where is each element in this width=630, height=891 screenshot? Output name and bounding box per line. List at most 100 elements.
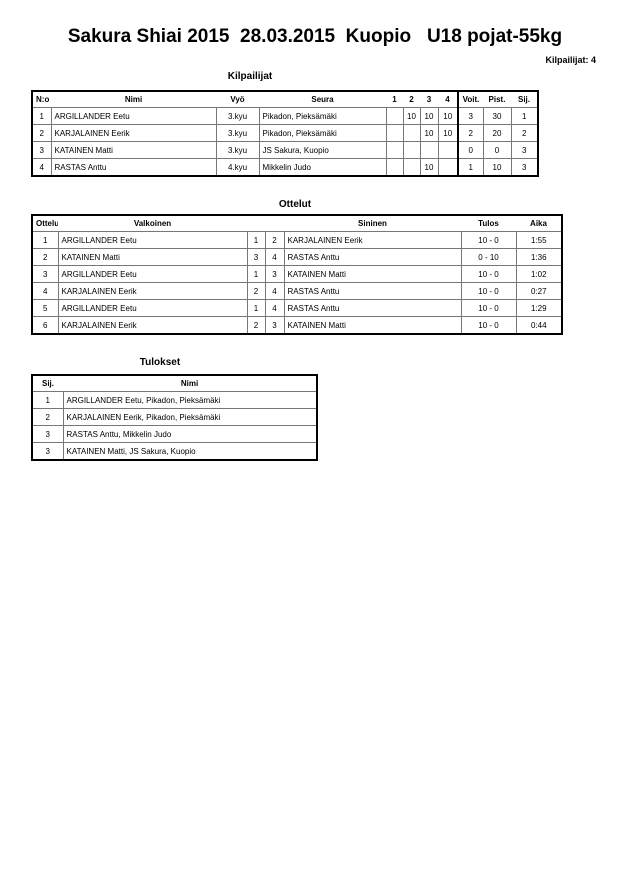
table-cell: 4 bbox=[31, 282, 59, 300]
table-cell bbox=[385, 141, 404, 159]
table-cell: ARGILLANDER Eetu bbox=[50, 107, 217, 125]
table-cell: 5 bbox=[31, 299, 59, 317]
table-row: 4 KARJALAINEN Eerik 2 4 RASTAS Anttu 10 - 0 0:… bbox=[31, 282, 563, 300]
table-cell: 3.kyu bbox=[215, 107, 260, 125]
table-cell: 3.kyu bbox=[215, 124, 260, 142]
table-cell: 0 bbox=[482, 141, 512, 159]
table-cell bbox=[385, 158, 404, 177]
table-cell: KARJALAINEN Eerik bbox=[57, 282, 248, 300]
table-cell: 10 bbox=[482, 158, 512, 177]
table-cell: 0 - 10 bbox=[460, 248, 517, 266]
table-cell: ARGILLANDER Eetu, Pikadon, Pieksämäki bbox=[62, 391, 318, 409]
table-row: 3 KATAINEN Matti, JS Sakura, Kuopio bbox=[31, 442, 318, 461]
matches-table: Ottelu Valkoinen Sininen Tulos Aika 1 ARGILLAN… bbox=[31, 214, 563, 335]
column-header: 2 bbox=[409, 95, 414, 104]
table-cell bbox=[385, 124, 404, 142]
column-header: Valkoinen bbox=[133, 219, 172, 228]
table-cell: 0:27 bbox=[515, 282, 563, 300]
table-cell: 1 bbox=[31, 391, 64, 409]
table-cell: 3 bbox=[31, 442, 64, 461]
table-cell: 3 bbox=[31, 425, 64, 443]
column-header: Nimi bbox=[124, 95, 143, 104]
table-cell bbox=[385, 107, 404, 125]
table-cell: 1:29 bbox=[515, 299, 563, 317]
competitors-title: Kilpailijat bbox=[227, 71, 273, 82]
table-row: 6 KARJALAINEN Eerik 2 3 KATAINEN Matti 10 - 0… bbox=[31, 316, 563, 335]
table-cell: 2 bbox=[510, 124, 539, 142]
column-header: Sij. bbox=[517, 95, 530, 104]
table-cell: KARJALAINEN Eerik bbox=[50, 124, 217, 142]
table-cell bbox=[402, 124, 421, 142]
table-cell: 10 - 0 bbox=[460, 265, 517, 283]
table-cell: 2 bbox=[31, 124, 52, 142]
table-cell: 10 bbox=[437, 124, 459, 142]
table-row: 2 KATAINEN Matti 3 4 RASTAS Anttu 0 - 10 1:36 bbox=[31, 248, 563, 266]
column-header: Ottelu bbox=[36, 219, 58, 228]
table-cell: RASTAS Anttu bbox=[283, 299, 462, 317]
table-cell: RASTAS Anttu, Mikkelin Judo bbox=[62, 425, 318, 443]
table-cell: Pikadon, Pieksämäki bbox=[258, 107, 387, 125]
table-cell: 1 bbox=[31, 231, 59, 249]
table-cell: 1 bbox=[31, 107, 52, 125]
table-cell bbox=[402, 158, 421, 177]
table-row: 1 ARGILLANDER Eetu, Pikadon, Pieksämäki bbox=[31, 391, 318, 409]
table-cell: ARGILLANDER Eetu bbox=[57, 265, 248, 283]
table-cell: 2 bbox=[246, 316, 266, 335]
results-title: Tulokset bbox=[139, 357, 181, 368]
table-cell: KATAINEN Matti bbox=[283, 316, 462, 335]
column-header bbox=[265, 215, 284, 232]
matches-title: Ottelut bbox=[278, 199, 312, 210]
table-cell: 4 bbox=[31, 158, 52, 177]
table-cell: 10 bbox=[419, 124, 439, 142]
table-cell bbox=[419, 141, 439, 159]
table-cell: 4 bbox=[264, 248, 285, 266]
table-cell: 10 - 0 bbox=[460, 316, 517, 335]
table-cell bbox=[437, 141, 459, 159]
table-cell: 30 bbox=[482, 107, 512, 125]
table-cell: 3 bbox=[264, 265, 285, 283]
table-cell: 3.kyu bbox=[215, 141, 260, 159]
table-cell: Pikadon, Pieksämäki bbox=[258, 124, 387, 142]
table-cell: 10 bbox=[419, 107, 439, 125]
column-header: Voit. bbox=[457, 91, 483, 108]
competitor-count: Kilpailijat: 4 bbox=[545, 55, 596, 65]
table-cell: 10 bbox=[437, 107, 459, 125]
table-row: 1 ARGILLANDER Eetu 3.kyu Pikadon, Pieksämäk… bbox=[31, 107, 539, 125]
competitors-table: N:o Nimi Vyö Seura 1 2 3 4 Voit. Pist. Sij. 1 ARGILL… bbox=[31, 90, 539, 177]
column-header: Tulos bbox=[478, 219, 499, 228]
table-cell: 1 bbox=[246, 265, 266, 283]
table-cell: 1:36 bbox=[515, 248, 563, 266]
table-cell bbox=[402, 141, 421, 159]
column-header: 3 bbox=[426, 95, 432, 104]
table-cell: 2 bbox=[31, 408, 64, 426]
table-cell: RASTAS Anttu bbox=[283, 282, 462, 300]
table-cell: 3 bbox=[264, 316, 285, 335]
column-header: Vyö bbox=[230, 95, 245, 104]
table-cell: KARJALAINEN Eerik, Pikadon, Pieksämäki bbox=[62, 408, 318, 426]
table-row: 2 KARJALAINEN Eerik 3.kyu Pikadon, Pieksämä… bbox=[31, 124, 539, 142]
table-cell: 0:44 bbox=[515, 316, 563, 335]
table-cell: Mikkelin Judo bbox=[258, 158, 387, 177]
table-cell: 4 bbox=[264, 299, 285, 317]
table-cell: 10 bbox=[402, 107, 421, 125]
table-cell: 3 bbox=[510, 158, 539, 177]
page-title: Sakura Shiai 2015 28.03.2015 Kuopio U18 … bbox=[67, 26, 563, 47]
table-cell: 2 bbox=[264, 231, 285, 249]
table-cell: 2 bbox=[31, 248, 59, 266]
table-cell: 3 bbox=[510, 141, 539, 159]
column-header: Pist. bbox=[488, 95, 506, 104]
table-cell: ARGILLANDER Eetu bbox=[57, 299, 248, 317]
table-cell: 3 bbox=[31, 265, 59, 283]
table-cell: KARJALAINEN Eerik bbox=[57, 316, 248, 335]
column-header: Aika bbox=[530, 219, 547, 228]
table-cell: KATAINEN Matti, JS Sakura, Kuopio bbox=[62, 442, 318, 461]
table-cell: 1 bbox=[510, 107, 539, 125]
column-header bbox=[247, 215, 265, 232]
table-cell: KARJALAINEN Eerik bbox=[283, 231, 462, 249]
table-cell: KATAINEN Matti bbox=[50, 141, 217, 159]
table-cell: 20 bbox=[482, 124, 512, 142]
table-cell: 1:55 bbox=[515, 231, 563, 249]
table-cell: 10 - 0 bbox=[460, 282, 517, 300]
table-cell: RASTAS Anttu bbox=[283, 248, 462, 266]
table-cell: 6 bbox=[31, 316, 59, 335]
